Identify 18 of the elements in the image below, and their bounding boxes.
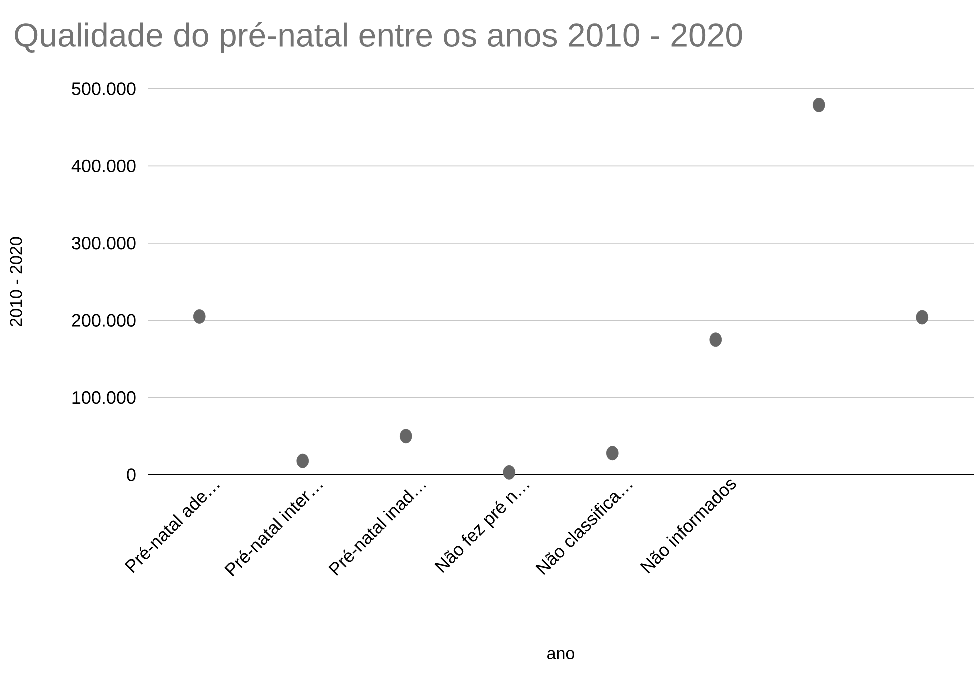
point <box>400 429 412 444</box>
point <box>193 310 206 324</box>
y-tick-label: 400.000 <box>72 160 136 173</box>
x-tick-label: Não fez pré n… <box>434 485 530 574</box>
y-axis-title: 2010 - 2020 <box>10 237 22 326</box>
point <box>710 332 722 348</box>
y-tick-label: 100.000 <box>72 391 136 404</box>
point <box>916 310 929 325</box>
point <box>503 465 516 480</box>
y-tick-label: 300.000 <box>72 237 136 250</box>
y-tick-label: 500.000 <box>72 82 136 96</box>
y-tick-label: 0 <box>127 468 136 482</box>
point <box>606 446 619 461</box>
point <box>812 98 826 112</box>
x-axis-title: ano <box>548 650 574 660</box>
point <box>296 454 310 468</box>
chart-title: Qualidade do pré-natal entre os anos 2010 - 2020 <box>15 22 742 54</box>
y-tick-label: 200.000 <box>72 314 136 327</box>
